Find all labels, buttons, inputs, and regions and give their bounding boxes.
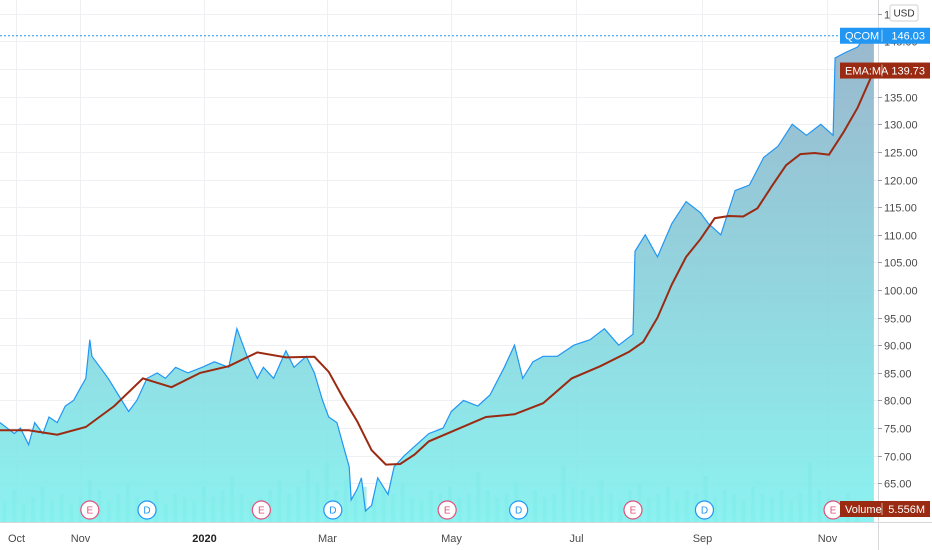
qcom-price-tag-value: 146.03: [891, 31, 925, 43]
svg-text:D: D: [329, 506, 336, 517]
svg-text:E: E: [258, 506, 265, 517]
currency-label: USD: [889, 4, 919, 22]
earnings-marker[interactable]: E: [251, 500, 271, 520]
ema-value-tag-label: EMA:MA: [845, 66, 889, 78]
svg-text:D: D: [143, 506, 150, 517]
y-tick-label: 110.00: [884, 231, 917, 243]
svg-text:E: E: [444, 506, 451, 517]
x-tick-label: Nov: [71, 533, 91, 545]
svg-text:D: D: [515, 506, 522, 517]
svg-text:E: E: [87, 506, 94, 517]
dividend-marker[interactable]: D: [509, 500, 529, 520]
price-area-fill: [0, 35, 874, 522]
x-tick-label: 2020: [192, 533, 216, 545]
volume-tag-label: Volume: [845, 504, 882, 516]
x-tick-label: Jul: [569, 533, 583, 545]
x-tick-label: Oct: [8, 533, 25, 545]
y-tick-label: 80.00: [884, 396, 912, 408]
y-tick-label: 120.00: [884, 176, 918, 188]
dividend-marker[interactable]: D: [323, 500, 343, 520]
svg-text:D: D: [701, 506, 708, 517]
y-tick-label: 105.00: [884, 258, 918, 270]
y-tick-label: 100.00: [884, 286, 918, 298]
x-tick-label: Nov: [818, 533, 838, 545]
x-tick-label: Mar: [318, 533, 337, 545]
earnings-marker[interactable]: E: [823, 500, 843, 520]
y-tick-label: 95.00: [884, 314, 912, 326]
earnings-marker[interactable]: E: [623, 500, 643, 520]
y-tick-label: 75.00: [884, 424, 912, 436]
price-axis[interactable]: 60.0065.0070.0075.0080.0085.0090.0095.00…: [878, 10, 918, 519]
volume-tag: Volume 5.556M: [840, 501, 930, 517]
currency-text: USD: [893, 9, 914, 20]
qcom-price-tag: QCOM 146.03: [840, 27, 930, 44]
dividend-marker[interactable]: D: [694, 500, 715, 520]
y-tick-label: 85.00: [884, 369, 912, 381]
svg-text:E: E: [630, 506, 637, 517]
ema-value-tag: EMA:MA 139.73: [840, 62, 930, 79]
y-tick-label: 70.00: [884, 452, 912, 464]
y-tick-label: 135.00: [884, 93, 918, 105]
qcom-price-tag-label: QCOM: [845, 31, 879, 43]
ema-line: [0, 70, 875, 466]
x-tick-label: May: [441, 533, 462, 545]
dividend-marker[interactable]: D: [137, 500, 157, 520]
time-axis[interactable]: Oct Nov 2020 Mar May Jul Sep Nov: [8, 533, 838, 545]
price-line: [0, 35, 874, 513]
earnings-marker[interactable]: E: [437, 500, 457, 520]
earnings-marker[interactable]: E: [80, 500, 100, 520]
volume-tag-value: 5.556M: [888, 504, 925, 516]
y-tick-label: 90.00: [884, 341, 912, 353]
svg-text:E: E: [830, 506, 837, 517]
y-tick-label: 130.00: [884, 120, 918, 132]
ema-value-tag-value: 139.73: [891, 66, 925, 78]
y-tick-label: 125.00: [884, 148, 918, 160]
y-tick-label: 65.00: [884, 479, 912, 491]
y-tick-label: 115.00: [884, 203, 917, 215]
x-tick-label: Sep: [693, 533, 713, 545]
